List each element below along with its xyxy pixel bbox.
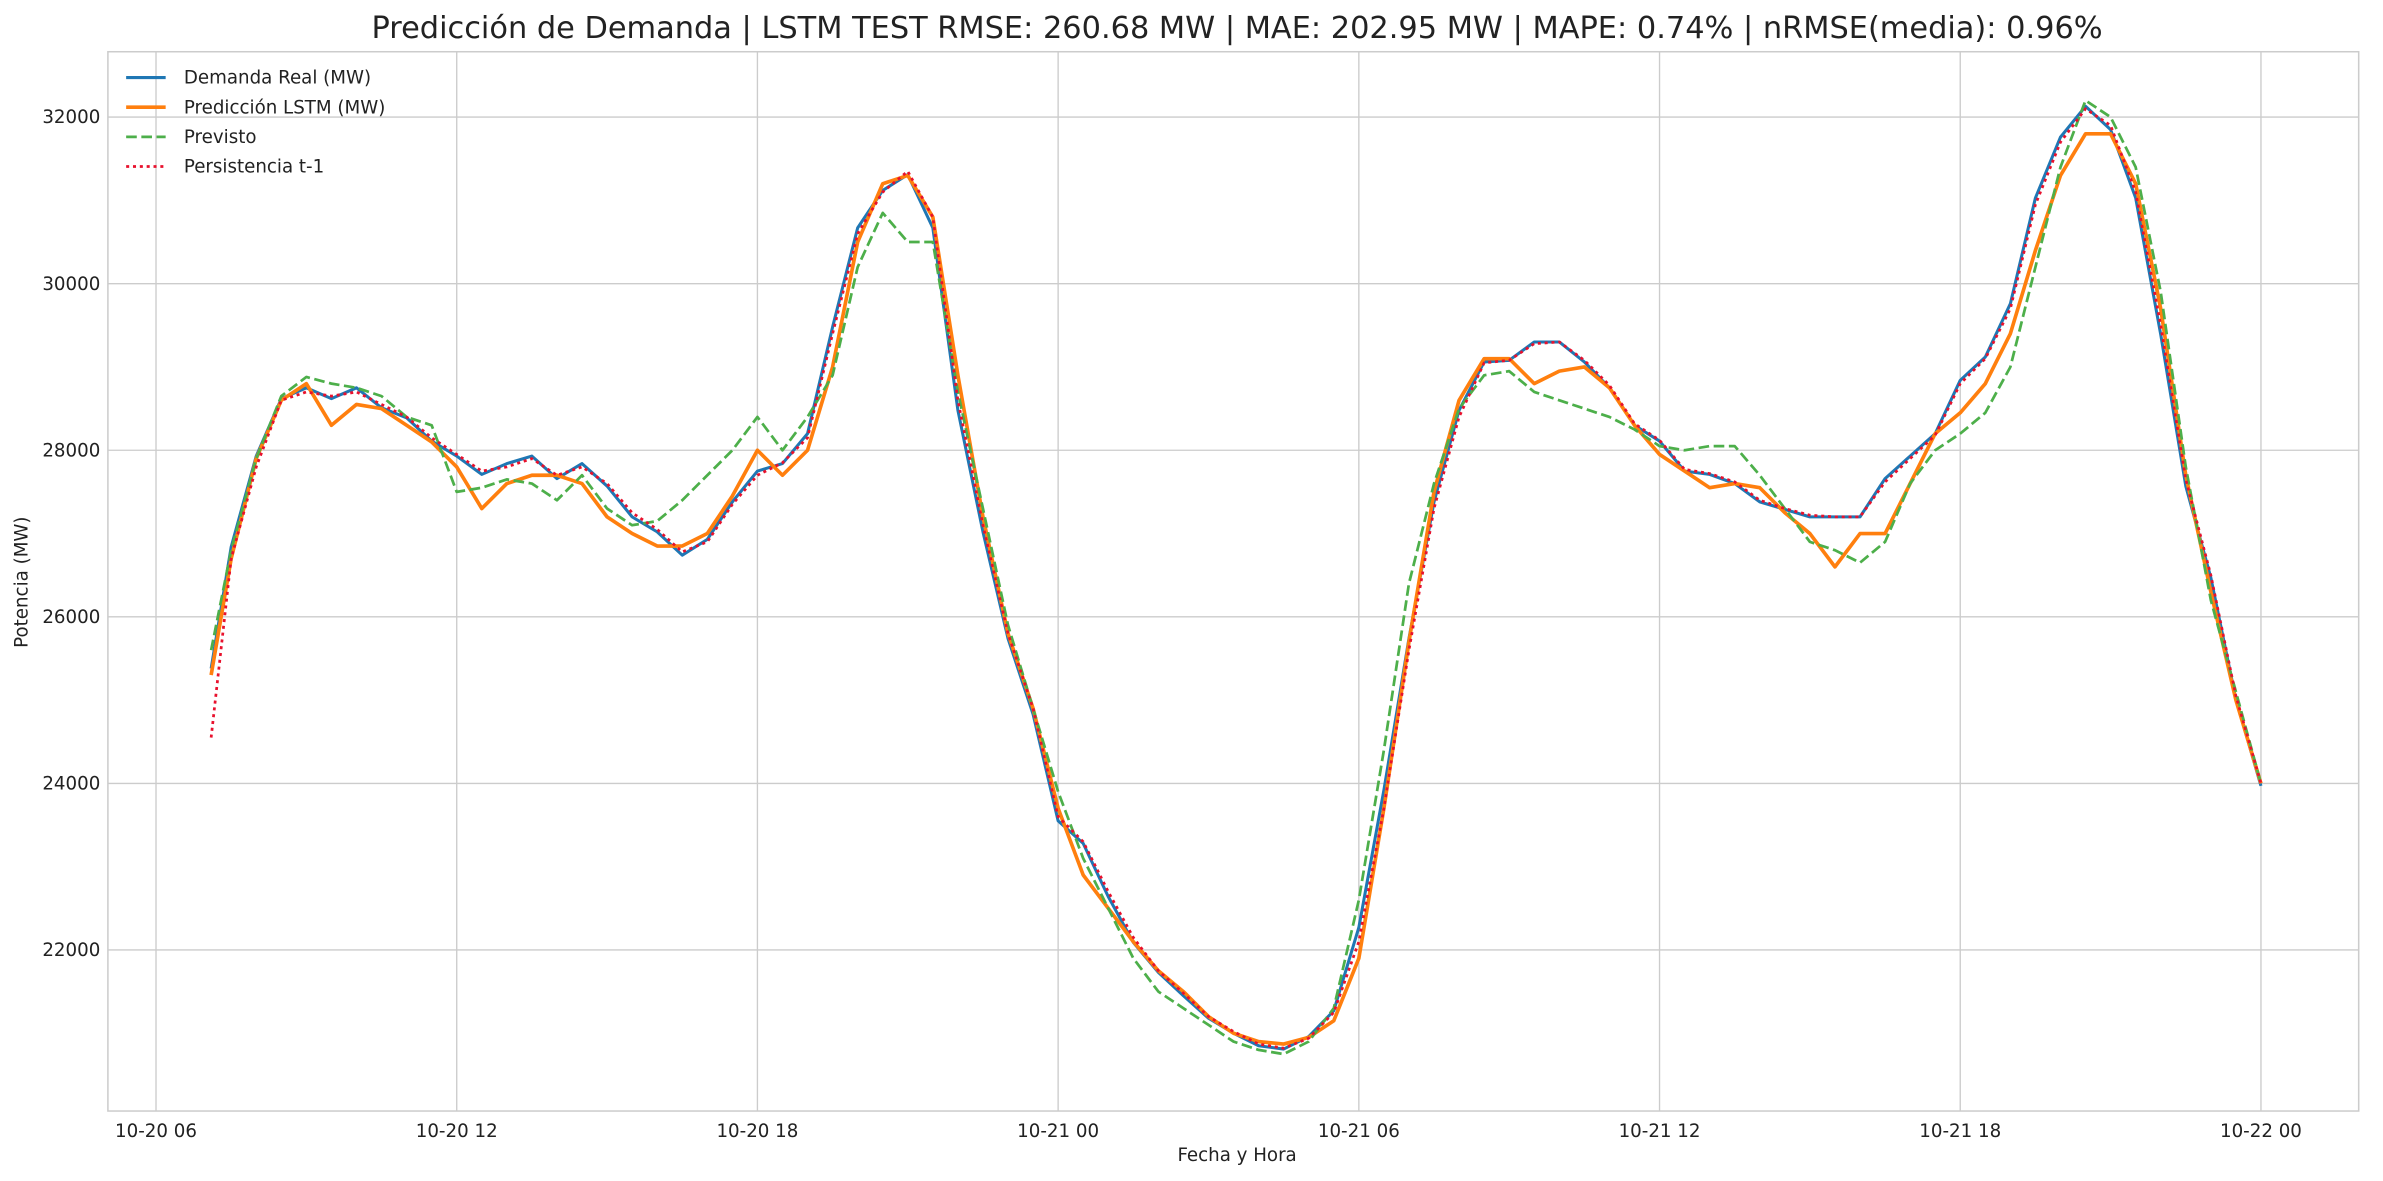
series-line (209, 131, 2263, 1046)
plot-area (209, 99, 2263, 1056)
legend-label: Demanda Real (MW) (184, 68, 371, 89)
y-tick-label: 22000 (42, 940, 100, 961)
legend-label: Predicción LSTM (MW) (184, 97, 385, 118)
legend-label: Previsto (184, 127, 257, 148)
legend: Demanda Real (MW) Predicción LSTM (MW) Pre… (126, 68, 385, 178)
y-tick-label: 30000 (42, 274, 100, 295)
y-tick-label: 24000 (42, 773, 100, 794)
x-tick-label: 10-21 18 (1919, 1121, 2001, 1142)
x-tick-label: 10-20 18 (716, 1121, 798, 1142)
x-tick-label: 10-20 06 (115, 1121, 197, 1142)
x-tick-label: 10-20 12 (416, 1121, 498, 1142)
grid (107, 51, 2359, 1112)
y-tick-label: 28000 (42, 440, 100, 461)
y-tick-label: 32000 (42, 107, 100, 128)
y-tick-label: 26000 (42, 607, 100, 628)
x-axis-label: Fecha y Hora (1177, 1145, 1296, 1166)
y-axis-label: Potencia (MW) (11, 516, 32, 647)
x-tick-label: 10-22 00 (2220, 1121, 2302, 1142)
series-line (209, 99, 2263, 1056)
series-line (209, 107, 2263, 1050)
axes-frame (107, 50, 2360, 1112)
x-tick-label: 10-21 12 (1619, 1121, 1701, 1142)
legend-label: Persistencia t-1 (184, 157, 324, 178)
x-tick-label: 10-21 06 (1318, 1121, 1400, 1142)
chart-title: Predicción de Demanda | LSTM TEST RMSE: … (372, 11, 2103, 46)
x-tick-label: 10-21 00 (1017, 1121, 1099, 1142)
